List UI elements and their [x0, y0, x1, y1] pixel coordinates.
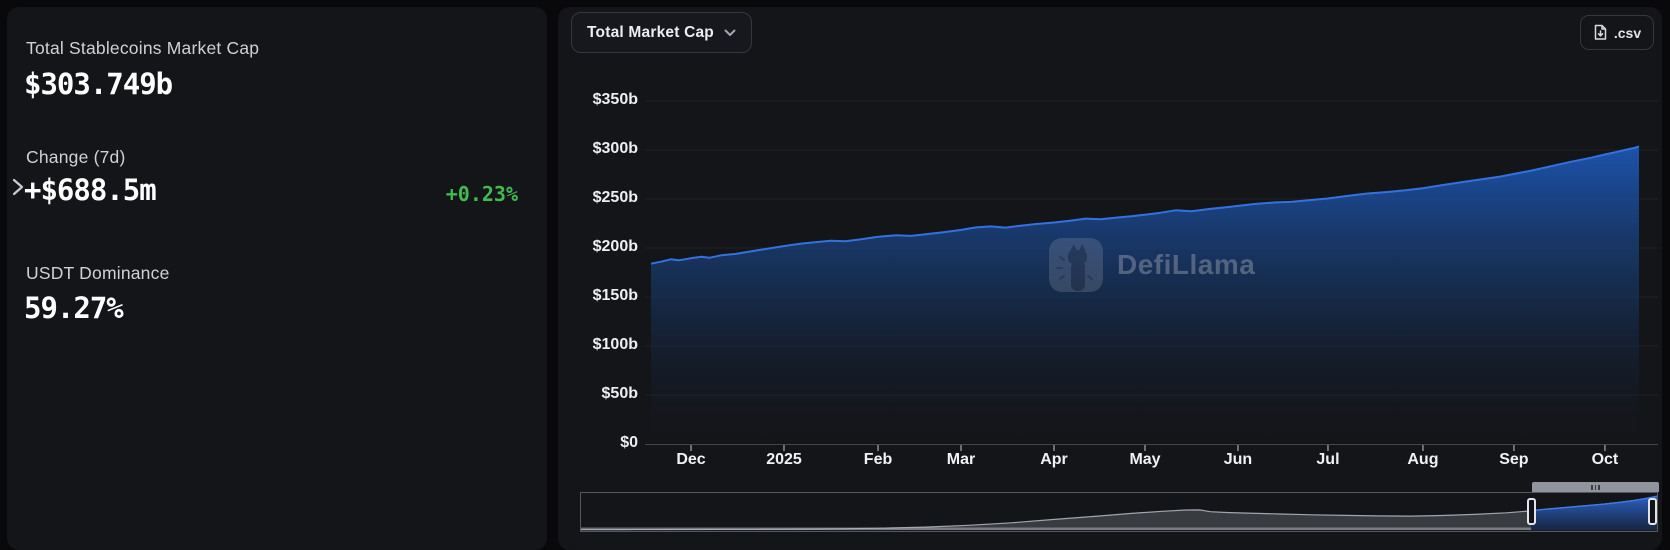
y-axis-tick: $200b [592, 238, 638, 255]
y-axis-labels: $350b $300b $250b $200b $150b $100b $50b $0 [558, 7, 638, 467]
change-7d-percent: +0.23% [445, 182, 518, 206]
metric-dropdown-label: Total Market Cap [587, 23, 714, 41]
x-axis-tick: Aug [1407, 451, 1439, 468]
timeline-brush[interactable] [580, 492, 1658, 532]
y-axis-tick: $350b [592, 91, 638, 108]
brush-history-area [581, 496, 1657, 530]
x-axis-tick: Feb [863, 451, 893, 468]
grip-icon [1598, 484, 1600, 490]
brush-left-handle[interactable] [1527, 498, 1537, 525]
x-axis-tick: Oct [1591, 451, 1619, 468]
brush-mini-chart [581, 495, 1657, 531]
x-axis-tick: May [1129, 451, 1161, 468]
x-axis-tick: Dec [676, 451, 706, 468]
brush-selected-line [1531, 495, 1657, 512]
x-axis-tick: Sep [1499, 451, 1529, 468]
usdt-dominance-label: USDT Dominance [26, 263, 170, 283]
csv-download-button[interactable]: .csv [1580, 15, 1654, 50]
total-mcap-value: $303.749b [24, 67, 173, 101]
chevron-down-icon [724, 29, 736, 36]
grip-icon [1594, 484, 1597, 490]
brush-right-handle[interactable] [1648, 498, 1658, 525]
x-axis [645, 444, 1658, 451]
x-axis-tick: Jun [1223, 451, 1253, 468]
y-axis-tick: $0 [620, 434, 638, 451]
y-axis-tick: $50b [601, 385, 638, 402]
csv-button-label: .csv [1613, 24, 1642, 41]
x-axis-tick: Jul [1316, 451, 1340, 468]
usdt-dominance-value: 59.27% [24, 291, 124, 325]
brush-move-handle[interactable] [1531, 482, 1659, 492]
y-axis-tick: $150b [592, 287, 638, 304]
chart-panel: Total Market Cap .csv $350b $300b $250b $20… [558, 7, 1662, 550]
y-axis-tick: $300b [592, 140, 638, 157]
grip-icon [1591, 484, 1593, 490]
brush-baseline-strip [581, 527, 1657, 531]
brush-selected-area [1531, 496, 1657, 530]
change-7d-value: +$688.5m [24, 173, 157, 207]
x-axis-tick: Apr [1040, 451, 1068, 468]
change-7d-label: Change (7d) [26, 147, 126, 167]
chevron-right-icon[interactable] [10, 178, 26, 196]
x-axis-tick: Mar [946, 451, 976, 468]
y-axis-tick: $100b [592, 336, 638, 353]
series-line [650, 145, 1640, 265]
metric-dropdown[interactable]: Total Market Cap [571, 12, 752, 53]
csv-download-icon [1594, 24, 1607, 40]
y-axis-tick: $250b [592, 189, 638, 206]
x-axis-tick: 2025 [766, 451, 802, 468]
area-fill [651, 146, 1639, 444]
stats-panel: Total Stablecoins Market Cap $303.749b C… [7, 7, 547, 550]
market-cap-area-chart[interactable] [643, 77, 1662, 457]
total-mcap-label: Total Stablecoins Market Cap [26, 38, 260, 58]
